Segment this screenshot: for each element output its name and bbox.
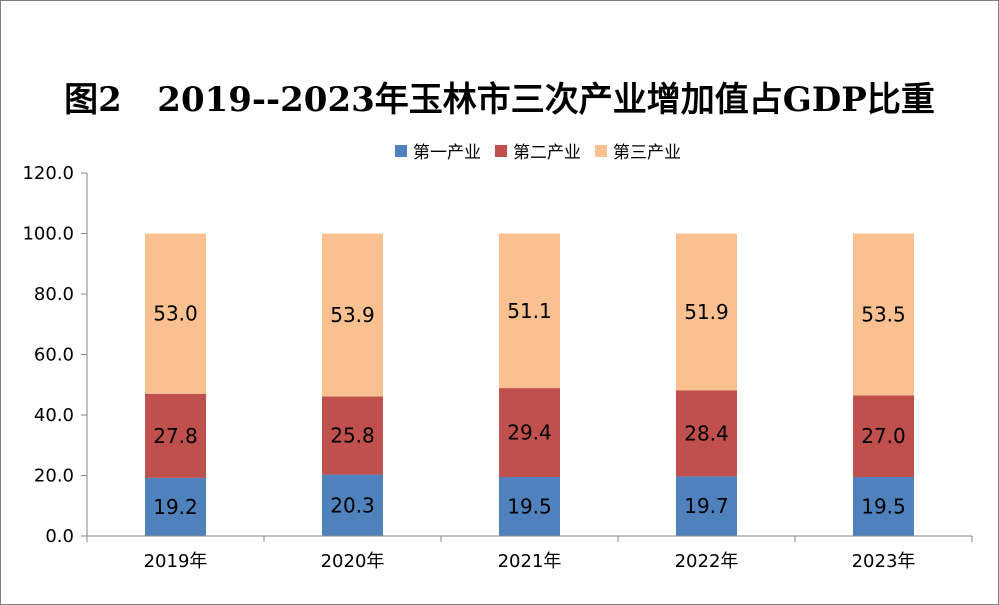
bar-3-3 bbox=[499, 233, 560, 389]
data-label-3-5: 53.5 bbox=[861, 302, 906, 326]
y-tick-label: 0.0 bbox=[45, 526, 74, 547]
data-label-3-1: 53.0 bbox=[153, 302, 198, 326]
data-label-2-4: 28.4 bbox=[684, 421, 729, 445]
data-label-2-1: 27.8 bbox=[153, 424, 198, 448]
data-label-2-3: 29.4 bbox=[507, 421, 552, 445]
y-tick-label: 20.0 bbox=[34, 466, 74, 487]
legend-label-tertiary: 第三产业 bbox=[613, 143, 681, 163]
y-tick-label: 100.0 bbox=[22, 224, 74, 245]
bar-3-5 bbox=[853, 233, 914, 396]
bar-2-4 bbox=[676, 390, 737, 477]
legend-swatch-tertiary bbox=[595, 144, 607, 157]
bar-3-1 bbox=[145, 233, 206, 394]
bar-1-1 bbox=[145, 477, 206, 536]
data-label-1-3: 19.5 bbox=[507, 495, 552, 519]
chart-title: 图2 2019--2023年玉林市三次产业增加值占GDP比重 bbox=[64, 80, 935, 120]
legend-swatch-secondary bbox=[495, 144, 507, 157]
data-label-3-2: 53.9 bbox=[330, 303, 375, 327]
data-label-2-2: 25.8 bbox=[330, 424, 375, 448]
bar-2-5 bbox=[853, 395, 914, 478]
x-tick-label: 2019年 bbox=[144, 551, 208, 572]
bar-2-2 bbox=[322, 396, 383, 475]
x-tick-label: 2023年 bbox=[852, 551, 916, 572]
chart-legend: 第一产业 第二产业 第三产业 bbox=[0, 138, 999, 163]
bar-1-5 bbox=[853, 477, 914, 536]
data-label-1-5: 19.5 bbox=[861, 495, 906, 519]
bar-1-2 bbox=[322, 474, 383, 536]
bar-3-4 bbox=[676, 233, 737, 391]
x-tick-label: 2021年 bbox=[498, 551, 562, 572]
data-label-1-2: 20.3 bbox=[330, 493, 375, 517]
legend-item-primary: 第一产业 bbox=[395, 138, 481, 163]
y-tick-label: 40.0 bbox=[34, 405, 74, 426]
legend-item-tertiary: 第三产业 bbox=[595, 138, 681, 163]
data-label-1-4: 19.7 bbox=[684, 494, 729, 518]
data-label-3-4: 51.9 bbox=[684, 300, 729, 324]
bar-2-3 bbox=[499, 388, 560, 478]
y-tick-label: 120.0 bbox=[22, 163, 74, 184]
bar-1-3 bbox=[499, 477, 560, 536]
bar-2-1 bbox=[145, 393, 206, 478]
x-tick-label: 2022年 bbox=[675, 551, 739, 572]
y-tick-label: 80.0 bbox=[34, 284, 74, 305]
data-label-3-3: 51.1 bbox=[507, 299, 552, 323]
legend-swatch-primary bbox=[395, 144, 407, 157]
bar-3-2 bbox=[322, 233, 383, 397]
bar-1-4 bbox=[676, 476, 737, 536]
legend-label-primary: 第一产业 bbox=[413, 143, 481, 163]
legend-item-secondary: 第二产业 bbox=[495, 138, 581, 163]
y-tick-label: 60.0 bbox=[34, 345, 74, 366]
data-label-1-1: 19.2 bbox=[153, 495, 198, 519]
x-tick-label: 2020年 bbox=[321, 551, 385, 572]
data-label-2-5: 27.0 bbox=[861, 424, 906, 448]
legend-label-secondary: 第二产业 bbox=[513, 143, 581, 163]
